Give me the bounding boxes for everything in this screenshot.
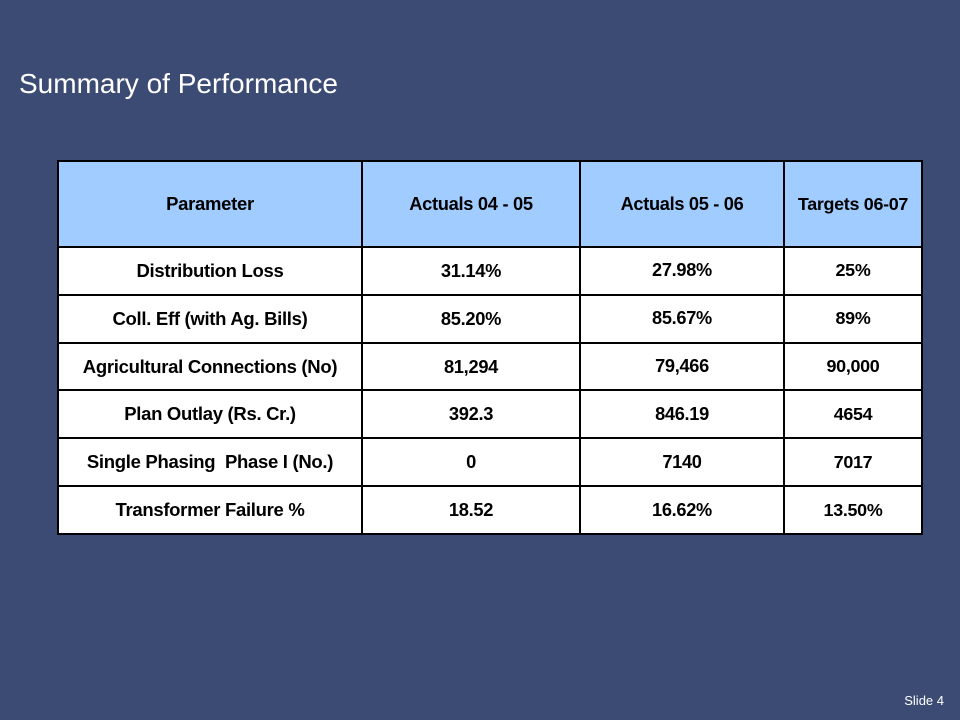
header-actuals-04-05: Actuals 04 - 05 (361, 160, 581, 248)
row-parameter: Single Phasing Phase I (No.) (57, 437, 363, 488)
header-actuals-05-06: Actuals 05 - 06 (579, 160, 785, 248)
row-targets-06-07: 25% (783, 246, 923, 296)
table-row: Transformer Failure % 18.52 16.62% 13.50… (57, 485, 923, 535)
row-targets-06-07: 7017 (783, 437, 923, 488)
row-actuals-04-05: 85.20% (361, 293, 581, 344)
table-header-row: Parameter Actuals 04 - 05 Actuals 05 - 0… (57, 160, 923, 248)
row-parameter: Agricultural Connections (No) (57, 341, 363, 392)
row-actuals-05-06: 79,466 (579, 341, 785, 392)
row-actuals-04-05: 18.52 (361, 485, 581, 535)
row-actuals-05-06: 27.98% (579, 246, 785, 296)
table-row: Distribution Loss 31.14% 27.98% 25% (57, 246, 923, 296)
row-parameter: Plan Outlay (Rs. Cr.) (57, 389, 363, 440)
row-targets-06-07: 90,000 (783, 341, 923, 392)
table-row: Coll. Eff (with Ag. Bills) 85.20% 85.67%… (57, 293, 923, 344)
row-targets-06-07: 89% (783, 293, 923, 344)
row-actuals-04-05: 81,294 (361, 341, 581, 392)
performance-table-container: Parameter Actuals 04 - 05 Actuals 05 - 0… (57, 160, 923, 535)
row-actuals-05-06: 7140 (579, 437, 785, 488)
row-parameter: Distribution Loss (57, 246, 363, 296)
table-row: Agricultural Connections (No) 81,294 79,… (57, 341, 923, 392)
row-targets-06-07: 13.50% (783, 485, 923, 535)
slide-title: Summary of Performance (19, 68, 338, 99)
row-targets-06-07: 4654 (783, 389, 923, 440)
row-actuals-04-05: 0 (361, 437, 581, 488)
performance-table: Parameter Actuals 04 - 05 Actuals 05 - 0… (57, 160, 923, 535)
row-actuals-04-05: 392.3 (361, 389, 581, 440)
slide-number: Slide 4 (904, 693, 944, 708)
header-targets-06-07: Targets 06-07 (783, 160, 923, 248)
table-row: Plan Outlay (Rs. Cr.) 392.3 846.19 4654 (57, 389, 923, 440)
row-actuals-05-06: 846.19 (579, 389, 785, 440)
header-parameter: Parameter (57, 160, 363, 248)
row-actuals-05-06: 85.67% (579, 293, 785, 344)
table-row: Single Phasing Phase I (No.) 0 7140 7017 (57, 437, 923, 488)
row-actuals-04-05: 31.14% (361, 246, 581, 296)
row-actuals-05-06: 16.62% (579, 485, 785, 535)
row-parameter: Coll. Eff (with Ag. Bills) (57, 293, 363, 344)
row-parameter: Transformer Failure % (57, 485, 363, 535)
